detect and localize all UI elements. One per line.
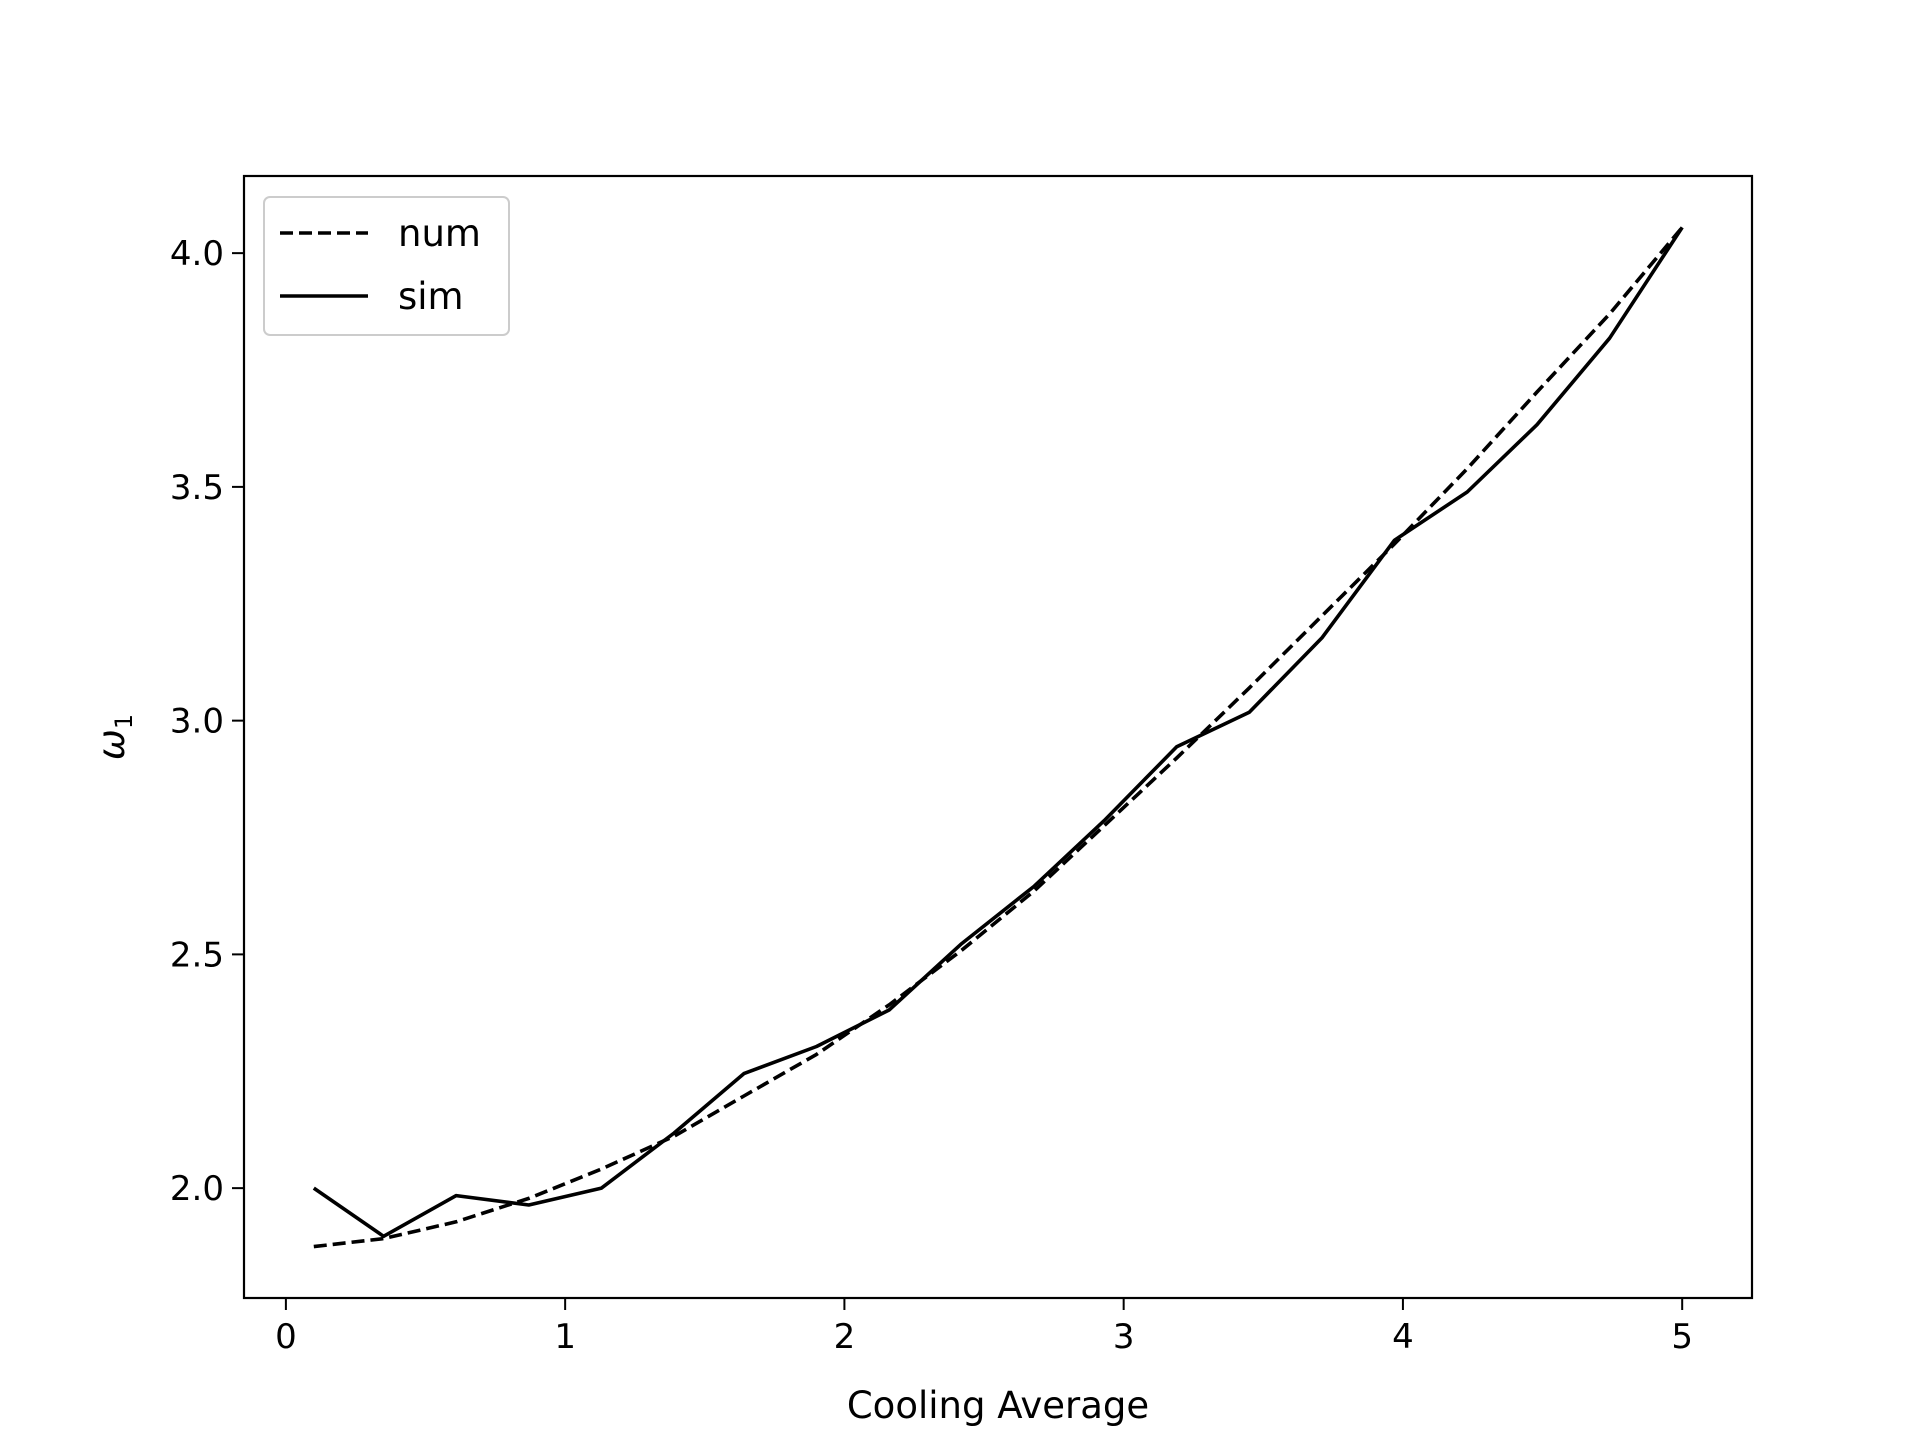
x-tick-label: 2 bbox=[834, 1317, 856, 1357]
y-tick-label: 3.0 bbox=[170, 702, 224, 742]
legend-label-sim: sim bbox=[398, 275, 464, 318]
series-line-num bbox=[313, 226, 1684, 1249]
y-axis: 2.0 2.5 3.0 3.5 4.0 bbox=[170, 234, 244, 1209]
x-tick-label: 0 bbox=[275, 1317, 297, 1357]
legend-label-num: num bbox=[398, 212, 481, 255]
y-tick-label: 2.5 bbox=[170, 935, 224, 975]
x-axis: 0 1 2 3 4 5 bbox=[275, 1298, 1693, 1357]
series-layer bbox=[312, 226, 1684, 1249]
y-tick-label: 4.0 bbox=[170, 234, 224, 274]
x-tick-label: 4 bbox=[1392, 1317, 1414, 1357]
y-tick-label: 2.0 bbox=[170, 1169, 224, 1209]
y-axis-label: ω1 bbox=[90, 714, 138, 760]
series-line-sim bbox=[312, 226, 1684, 1239]
y-axis-label-symbol: ω bbox=[90, 729, 133, 760]
y-axis-label-subscript: 1 bbox=[110, 714, 138, 729]
x-axis-label: Cooling Average bbox=[847, 1384, 1149, 1427]
y-tick-label: 3.5 bbox=[170, 468, 224, 508]
plot-frame bbox=[242, 174, 1754, 1300]
x-tick-label: 5 bbox=[1671, 1317, 1693, 1357]
x-tick-label: 1 bbox=[554, 1317, 576, 1357]
legend: num sim bbox=[263, 196, 510, 336]
x-tick-label: 3 bbox=[1113, 1317, 1135, 1357]
